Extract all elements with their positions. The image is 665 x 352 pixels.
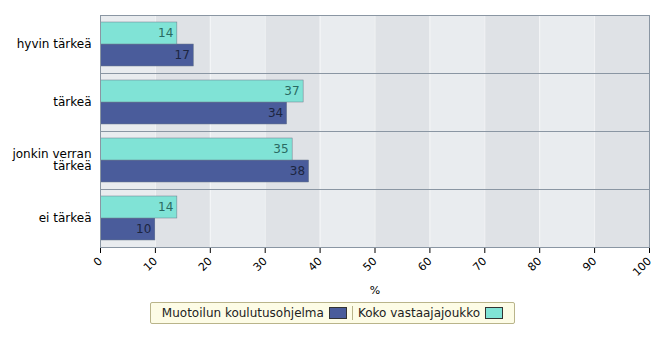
svg-text:34: 34 (268, 106, 283, 120)
svg-text:14: 14 (158, 26, 173, 40)
svg-text:100: 100 (630, 255, 654, 279)
html-text:Koko vastaajajoukko: Koko vastaajajoukko (357, 306, 481, 320)
svg-text:80: 80 (525, 255, 544, 274)
svg-text:14: 14 (158, 200, 173, 214)
svg-text:70: 70 (470, 255, 489, 274)
svg-text:35: 35 (273, 142, 288, 156)
html-text:Muotoilun koulutusohjelma: Muotoilun koulutusohjelma (161, 306, 324, 320)
svg-text:hyvin tärkeä: hyvin tärkeä (17, 37, 92, 51)
svg-text:90: 90 (580, 255, 599, 274)
svg-text:10: 10 (141, 255, 160, 274)
svg-text:20: 20 (196, 255, 215, 274)
svg-text:30: 30 (251, 255, 270, 274)
svg-text:tärkeä: tärkeä (53, 95, 91, 109)
svg-text:ei tärkeä: ei tärkeä (39, 211, 92, 225)
svg-text:0: 0 (91, 255, 105, 269)
svg-text:50: 50 (361, 255, 380, 274)
svg-text:17: 17 (175, 48, 190, 62)
svg-text:38: 38 (290, 164, 305, 178)
svg-text:60: 60 (415, 255, 434, 274)
svg-text:%: % (370, 284, 380, 297)
svg-text:10: 10 (136, 222, 151, 236)
svg-text:37: 37 (284, 84, 299, 98)
svg-text:jonkin verrantärkeä: jonkin verrantärkeä (11, 147, 91, 173)
svg-text:40: 40 (306, 255, 325, 274)
